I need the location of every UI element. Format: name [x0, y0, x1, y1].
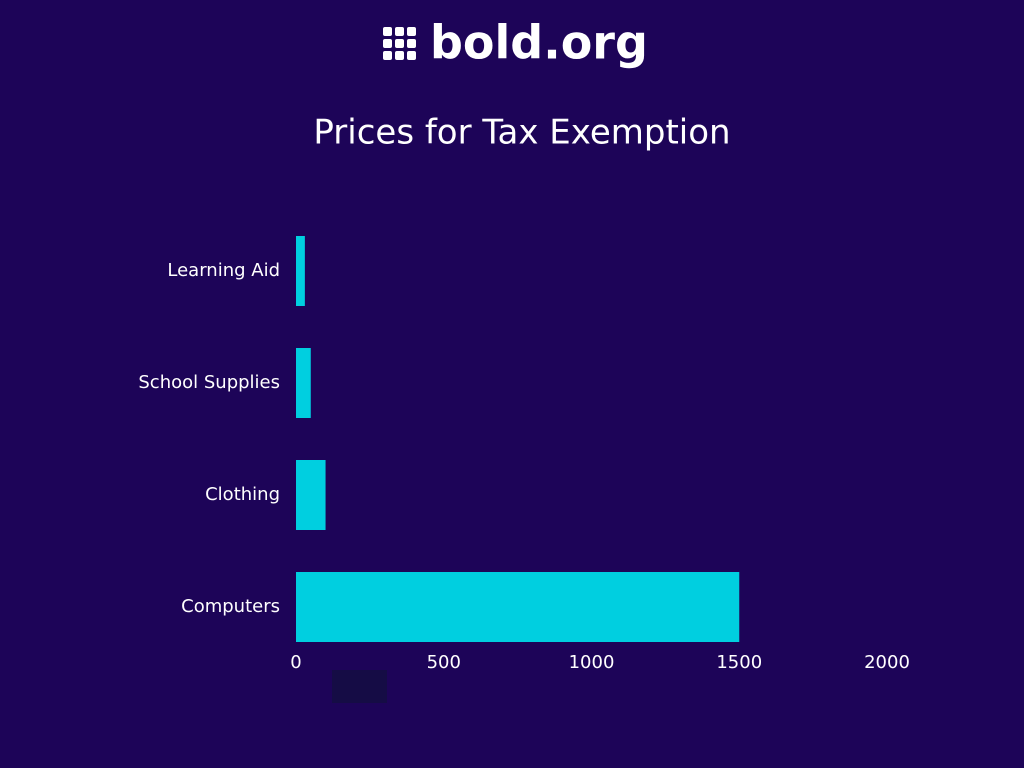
- logo-icon: [383, 27, 416, 60]
- bar: [296, 348, 311, 418]
- x-tick-label: 500: [427, 652, 461, 673]
- bar: [296, 572, 740, 642]
- y-tick-label: School Supplies: [138, 372, 280, 393]
- x-tick-label: 1000: [569, 652, 615, 673]
- decoration: [332, 670, 387, 703]
- chart-title: Prices for Tax Exemption: [313, 113, 730, 153]
- y-tick-label: Learning Aid: [167, 260, 280, 281]
- bar: [296, 460, 326, 530]
- x-tick-label: 2000: [864, 652, 910, 673]
- logo-text: bold.org: [430, 16, 648, 70]
- y-tick-label: Computers: [181, 596, 280, 617]
- x-tick-label: 1500: [716, 652, 762, 673]
- y-tick-label: Clothing: [205, 484, 280, 505]
- bar: [296, 236, 305, 306]
- x-tick-label: 0: [290, 652, 301, 673]
